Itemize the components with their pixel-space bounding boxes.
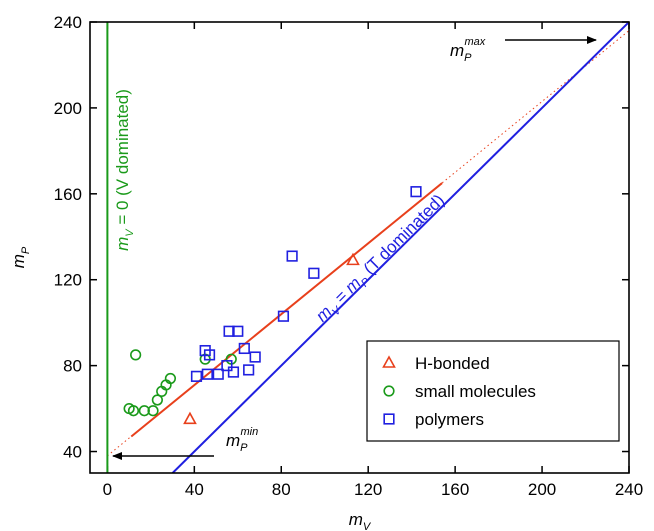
x-tick-label: 200	[528, 480, 556, 499]
point	[147, 405, 159, 417]
annotation: mV = 0 (V dominated)	[113, 89, 136, 251]
text-part: = m	[327, 273, 364, 310]
annotation: mV = mP (T dominated)	[312, 191, 451, 329]
legend-label: polymers	[415, 410, 484, 429]
text-part: m	[9, 254, 28, 268]
x-axis-label: mV	[349, 510, 372, 531]
legend-label: small molecules	[415, 382, 536, 401]
point	[277, 310, 290, 322]
text-part: m	[312, 302, 335, 325]
point	[151, 394, 163, 406]
point	[127, 405, 140, 417]
x-tick-label: 0	[103, 480, 112, 499]
point	[183, 411, 197, 425]
point	[383, 385, 395, 397]
text-part: (T dominated)	[356, 191, 448, 282]
point	[227, 366, 240, 378]
y-tick-label: 80	[63, 357, 82, 376]
point	[346, 252, 360, 266]
point	[130, 349, 142, 361]
text-part: m	[113, 237, 132, 251]
text-part: m	[226, 431, 240, 450]
subscript: P	[20, 246, 32, 254]
superscript: min	[241, 426, 259, 438]
point	[164, 372, 177, 385]
point	[238, 342, 250, 355]
subscript: V	[363, 521, 372, 531]
y-tick-label: 160	[54, 185, 82, 204]
x-tick-label: 160	[441, 480, 469, 499]
point	[138, 405, 150, 417]
x-tick-label: 40	[185, 480, 204, 499]
point	[190, 370, 203, 382]
y-tick-label: 200	[54, 99, 82, 118]
point	[232, 325, 244, 337]
subscript: P	[240, 442, 248, 454]
point	[243, 364, 255, 376]
x-tick-label: 80	[272, 480, 291, 499]
plot-frame	[89, 21, 630, 474]
point	[203, 349, 216, 361]
point	[286, 250, 298, 262]
subscript: V	[124, 228, 136, 237]
annotation: mPmax	[450, 36, 486, 64]
y-axis-label: mP	[9, 246, 32, 268]
text-part: m	[450, 41, 464, 60]
y-tick-label: 120	[54, 271, 82, 290]
point	[221, 360, 233, 372]
point	[382, 355, 396, 368]
legend-label: H-bonded	[415, 354, 490, 373]
superscript: max	[465, 36, 486, 48]
annotation: mPmin	[226, 426, 258, 454]
fit-line	[171, 22, 629, 473]
point	[308, 267, 320, 279]
y-tick-label: 40	[63, 443, 82, 462]
text-part: = 0 (V dominated)	[113, 89, 132, 229]
point	[383, 413, 395, 425]
point	[410, 186, 422, 198]
y-tick-label: 240	[54, 13, 82, 32]
point	[212, 368, 224, 380]
point	[223, 325, 235, 337]
subscript: P	[464, 52, 472, 64]
text-part: m	[349, 510, 363, 529]
point	[249, 351, 261, 363]
point	[201, 368, 213, 380]
x-tick-label: 240	[615, 480, 643, 499]
x-tick-label: 120	[354, 480, 382, 499]
legend-box	[366, 340, 620, 442]
